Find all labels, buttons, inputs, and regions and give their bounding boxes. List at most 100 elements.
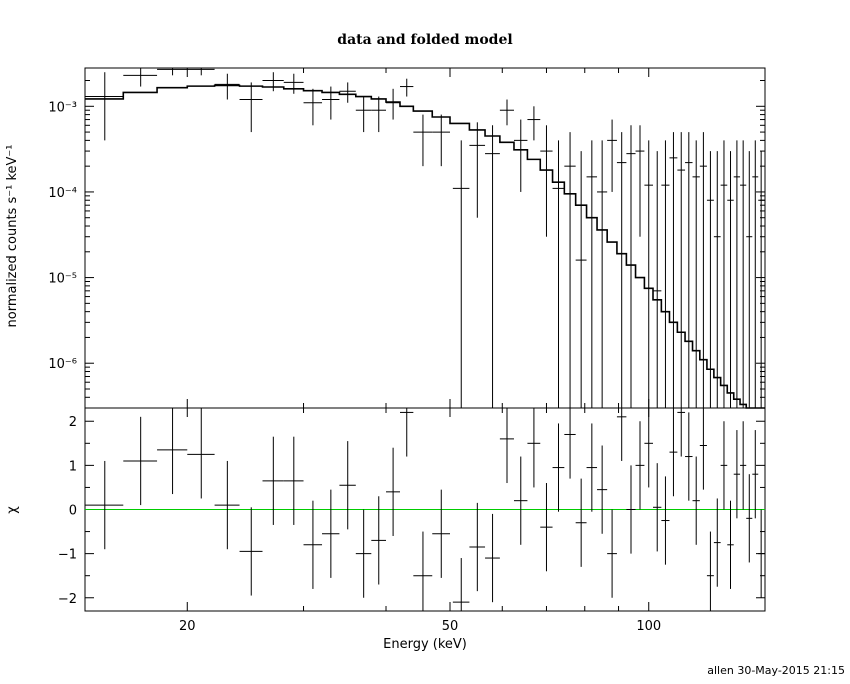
data-point-residuals [452, 558, 470, 611]
data-point-spectrum [355, 96, 372, 133]
data-point-residuals [123, 416, 158, 506]
data-point-spectrum [616, 132, 627, 408]
x-tick-label: 100 [636, 619, 661, 634]
data-point-spectrum [699, 132, 707, 408]
y-tick-label-residuals: 2 [69, 415, 77, 430]
data-point-spectrum [283, 73, 304, 94]
data-point-residuals [485, 513, 500, 603]
data-point-residuals [699, 408, 707, 490]
data-point-spectrum [527, 106, 541, 141]
data-point-residuals [85, 460, 124, 550]
data-point-residuals [616, 408, 627, 461]
data-point-residuals [262, 436, 284, 525]
y-tick-label-residuals: −2 [58, 592, 77, 607]
data-point-residuals [677, 408, 686, 457]
x-tick-label: 20 [179, 619, 196, 634]
data-point-spectrum [400, 78, 414, 97]
plot-layer: 10⁻³ 10⁻⁴ 10⁻⁵ 10⁻⁶ 2 1 0 −1 −2 20 50 100 [48, 67, 766, 634]
data-point-residuals [586, 423, 598, 512]
data-point-residuals [692, 456, 700, 545]
data-point-residuals [540, 483, 553, 572]
data-point-spectrum [322, 86, 340, 120]
data-point-spectrum [499, 99, 514, 126]
data-point-residuals [653, 463, 662, 552]
data-point-spectrum [371, 96, 387, 133]
data-point-spectrum [452, 140, 470, 408]
x-tick-label: 50 [442, 619, 459, 634]
data-point-spectrum [239, 82, 263, 133]
data-point-residuals [733, 430, 741, 519]
data-point-residuals [626, 465, 636, 554]
data-point-spectrum [552, 140, 565, 408]
model-step-line [85, 84, 765, 409]
y-tick-label-residuals: 1 [69, 459, 77, 474]
data-point-spectrum [564, 132, 576, 408]
data-point-residuals [669, 408, 678, 497]
data-point-spectrum [597, 140, 608, 408]
data-point-residuals [371, 496, 387, 585]
data-point-spectrum [733, 140, 741, 408]
data-point-spectrum [485, 125, 500, 408]
data-point-spectrum [513, 119, 528, 192]
data-point-residuals [685, 412, 693, 501]
y-tick-label-residuals: 0 [69, 504, 77, 519]
data-point-residuals [607, 509, 617, 598]
data-point-spectrum [720, 140, 728, 408]
y-tick-label-spectrum: 10⁻⁵ [48, 272, 77, 287]
data-point-residuals [187, 408, 215, 499]
data-point-residuals [239, 507, 263, 596]
data-point-spectrum [586, 140, 598, 408]
data-point-spectrum [635, 125, 645, 237]
data-point-spectrum [677, 132, 686, 408]
top-y-axis-label: normalized counts s⁻¹ keV⁻¹ [5, 145, 20, 328]
data-point-residuals [661, 476, 670, 565]
data-point-spectrum [706, 151, 714, 408]
data-point-residuals [214, 460, 240, 550]
data-point-residuals [527, 408, 541, 488]
bottom-y-axis-label: χ [5, 506, 20, 514]
data-point-spectrum [540, 125, 553, 237]
data-point-spectrum [157, 68, 188, 76]
data-point-residuals [727, 500, 734, 589]
data-point-spectrum [685, 132, 693, 408]
data-point-residuals [413, 531, 433, 611]
data-point-spectrum [661, 140, 670, 408]
chart-title: data and folded model [337, 32, 512, 48]
data-point-spectrum [740, 140, 747, 408]
data-point-spectrum [607, 119, 617, 192]
data-point-residuals [706, 531, 714, 611]
data-point-residuals [339, 441, 356, 530]
data-point-residuals [513, 456, 528, 545]
data-point-spectrum [575, 151, 587, 408]
data-point-spectrum [339, 82, 356, 103]
data-point-residuals [386, 447, 401, 536]
data-point-spectrum [432, 114, 450, 167]
data-point-spectrum [727, 151, 734, 408]
data-point-spectrum [413, 114, 433, 167]
data-point-spectrum [469, 122, 486, 218]
data-point-residuals [644, 408, 654, 488]
data-point-spectrum [386, 88, 401, 120]
data-point-spectrum [713, 151, 721, 408]
data-point-residuals [400, 408, 414, 457]
y-tick-label-spectrum: 10⁻⁴ [48, 186, 77, 201]
data-point-spectrum [626, 125, 636, 408]
y-tick-label-spectrum: 10⁻³ [48, 100, 77, 115]
data-point-spectrum [644, 140, 654, 408]
data-point-residuals [303, 500, 323, 589]
data-point-residuals [597, 445, 608, 534]
data-point-residuals [283, 436, 304, 525]
data-point-residuals [157, 408, 188, 495]
data-point-residuals [635, 421, 645, 510]
data-point-residuals [564, 408, 576, 479]
data-point-residuals [432, 489, 450, 578]
data-point-residuals [575, 478, 587, 567]
footer-timestamp: allen 30-May-2015 21:15 [707, 664, 845, 677]
data-point-residuals [740, 421, 747, 510]
data-point-residuals [355, 509, 372, 598]
x-axis-label: Energy (keV) [383, 637, 467, 652]
data-point-residuals [713, 498, 721, 587]
data-point-residuals [469, 502, 486, 592]
data-point-spectrum [669, 132, 678, 408]
